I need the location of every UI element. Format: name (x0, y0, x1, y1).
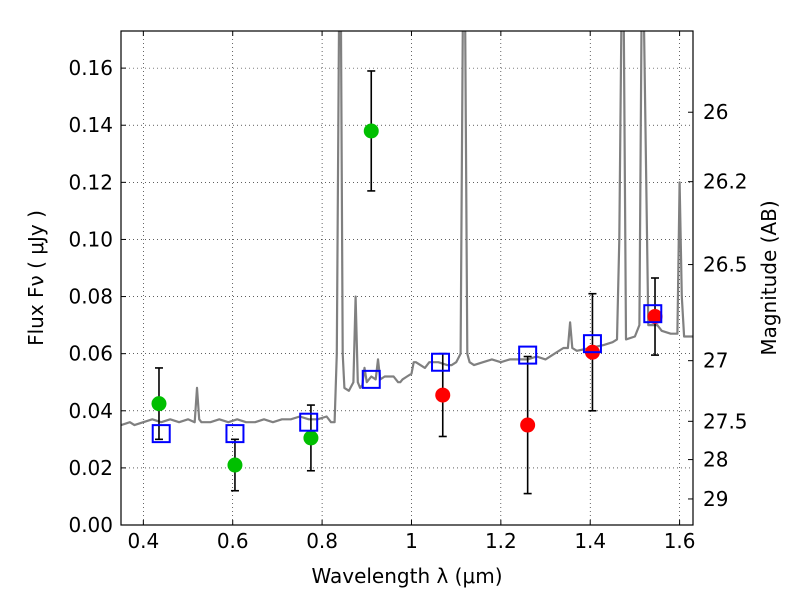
data-point (435, 387, 451, 403)
y-tick-label: 0.04 (68, 399, 113, 423)
model-point (582, 334, 602, 354)
x-axis-title: Wavelength λ (μm) (311, 564, 502, 588)
right-tick-label: 29 (703, 487, 728, 511)
y-tick-label: 0.12 (68, 170, 113, 194)
y-tick-label: 0.06 (68, 342, 113, 366)
right-tick-label: 28 (703, 448, 728, 472)
right-tick-label: 27.5 (703, 409, 748, 433)
spectrum-line (121, 31, 693, 427)
model-point (361, 369, 381, 389)
y-tick-label: 0.16 (68, 56, 113, 80)
model-point (643, 304, 663, 324)
data-point (303, 430, 319, 446)
x-tick-label: 1.4 (574, 529, 606, 553)
x-tick-label: 1.2 (485, 529, 517, 553)
x-tick-label: 1.6 (664, 529, 696, 553)
y-axis-right-title: Magnitude (AB) (757, 200, 781, 355)
right-tick-label: 26 (703, 100, 728, 124)
model-point (299, 412, 319, 432)
model-point (151, 424, 171, 444)
model-point (518, 345, 538, 365)
plot-frame (120, 30, 694, 526)
x-tick-label: 0.6 (217, 529, 249, 553)
y-tick-label: 0.00 (68, 513, 113, 537)
data-point (151, 396, 167, 412)
y-tick-label: 0.10 (68, 227, 113, 251)
model-point (225, 424, 245, 444)
right-tick-label: 27 (703, 349, 728, 373)
data-point (363, 123, 379, 139)
grid-lines (121, 31, 693, 526)
data-point (647, 309, 663, 325)
x-tick-label: 0.8 (306, 529, 338, 553)
right-tick-label: 26.2 (703, 170, 748, 194)
right-tick-label: 26.5 (703, 253, 748, 277)
model-point (431, 352, 451, 372)
y-tick-label: 0.14 (68, 113, 113, 137)
y-tick-label: 0.08 (68, 285, 113, 309)
x-tick-label: 0.4 (127, 529, 159, 553)
y-tick-label: 0.02 (68, 456, 113, 480)
y-axis-title: Flux Fν ( μJy ) (24, 210, 48, 346)
axis-ticks: 0.4 0.6 0.8 1 1.2 1.4 1.6 0.00 0.02 0.04 0.06 0.08 0… (68, 31, 748, 553)
x-tick-label: 1 (405, 529, 418, 553)
data-point (227, 457, 243, 473)
data-point (520, 417, 536, 433)
data-area (121, 31, 693, 495)
